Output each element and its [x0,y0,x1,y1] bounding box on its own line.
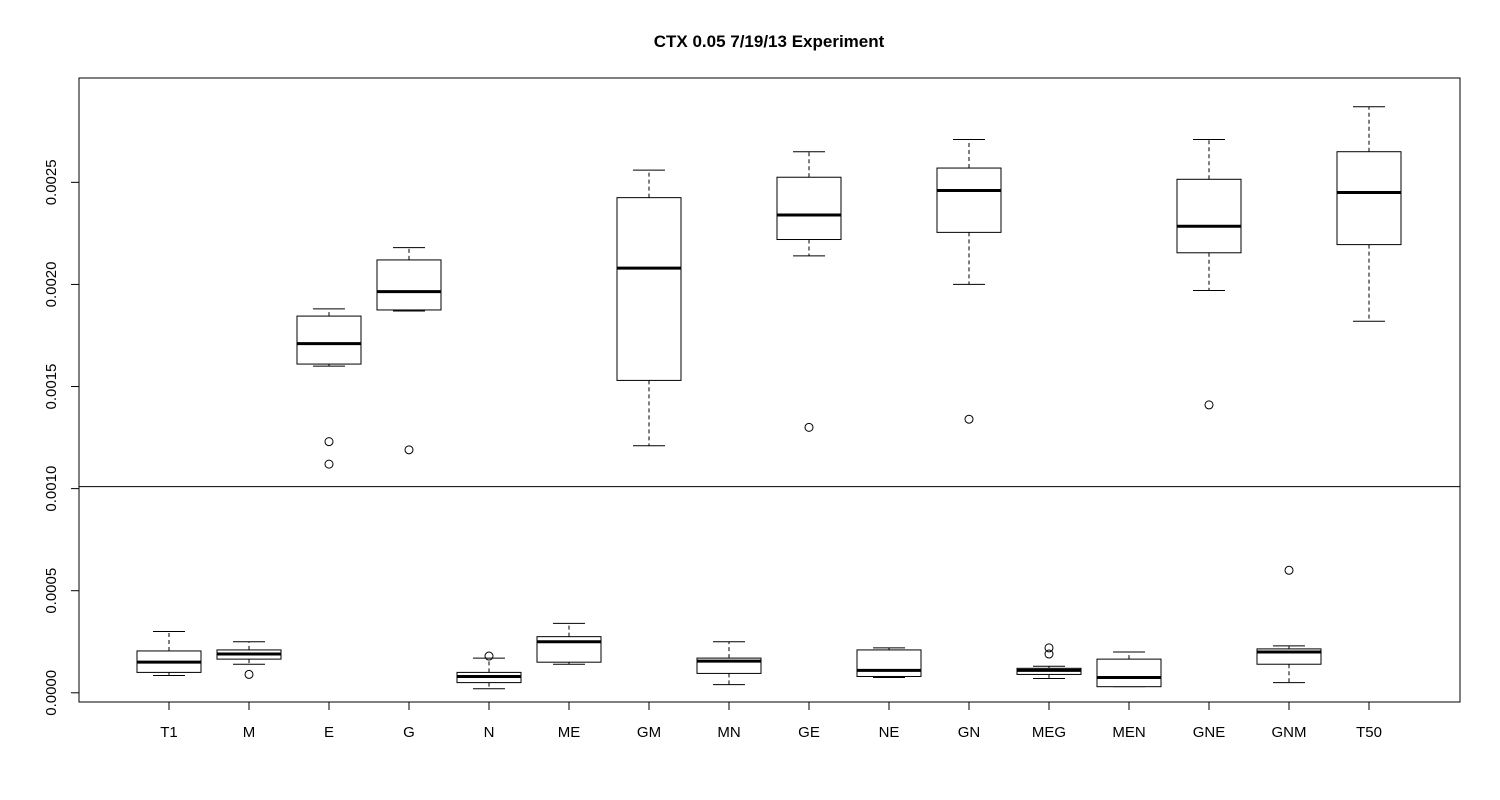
x-tick-label: E [324,724,334,741]
outlier-point [324,437,334,447]
box-mn [696,641,762,686]
x-tick-label: T1 [160,724,178,741]
outlier-point [804,422,814,432]
x-tick-label: NE [879,724,900,741]
x-tick-label: GN [958,724,981,741]
x-tick-label: MEN [1112,724,1145,741]
outlier-point [1044,649,1054,659]
box-gne [1176,138,1242,410]
x-tick-label: GNM [1272,724,1307,741]
outlier-point [1204,400,1214,410]
x-tick-label: GM [637,724,661,741]
box-t50 [1336,106,1402,322]
x-axis: T1 M E G N ME GM MN GE NE GN MEG MEN GNE GNM T50 [160,701,1382,741]
x-tick-label: MEG [1032,724,1066,741]
outlier-point [324,459,334,469]
y-axis: 0.0000 0.0005 0.0010 0.0015 0.0020 0.0025 [43,159,80,716]
y-tick-label: 0.0015 [43,364,60,410]
y-tick-label: 0.0010 [43,466,60,512]
box-iqr [616,197,682,381]
x-tick-label: MN [717,724,740,741]
box-t1 [136,631,202,676]
box-ge [776,151,842,432]
x-tick-label: GNE [1193,724,1226,741]
outlier-point [404,445,414,455]
y-tick-label: 0.0005 [43,568,60,614]
box-g [376,247,442,455]
box-me [536,622,602,665]
box-iqr [936,167,1002,233]
box-e [296,308,362,469]
x-tick-label: M [243,724,256,741]
outlier-point [1044,643,1054,653]
box-iqr [1096,658,1162,688]
box-iqr [296,315,362,365]
outlier-point [1284,565,1294,575]
box-n [456,651,522,690]
outlier-point [484,651,494,661]
box-gnm [1256,565,1322,684]
outlier-point [244,669,254,679]
y-tick-label: 0.0025 [43,159,60,205]
box-iqr [776,176,842,241]
x-tick-label: T50 [1356,724,1382,741]
y-tick-label: 0.0020 [43,261,60,307]
box-meg [1016,643,1082,680]
box-iqr [1176,178,1242,254]
x-tick-label: N [484,724,495,741]
box-men [1096,651,1162,688]
x-tick-label: GE [798,724,820,741]
box-iqr [1336,151,1402,246]
boxes [136,106,1402,690]
y-tick-label: 0.0000 [43,670,60,716]
box-iqr [856,649,922,677]
x-tick-label: G [403,724,415,741]
box-gm [616,169,682,447]
x-tick-label: ME [558,724,581,741]
box-ne [856,647,922,678]
box-iqr [376,259,442,311]
chart-title: CTX 0.05 7/19/13 Experiment [654,32,885,51]
box-gn [936,138,1002,424]
plot-frame [78,77,1461,703]
box-m [216,641,282,679]
outlier-point [964,414,974,424]
